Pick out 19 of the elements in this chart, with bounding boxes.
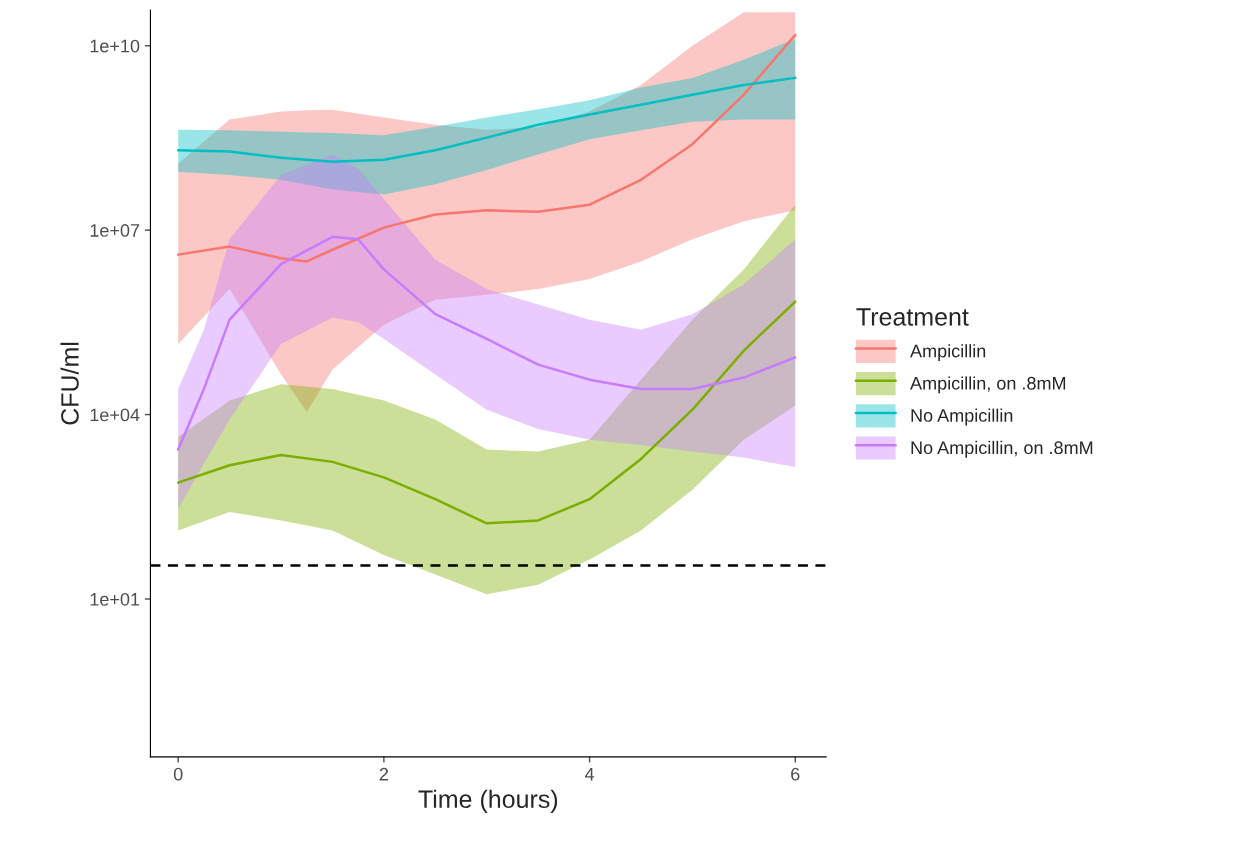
line-series xyxy=(176,76,797,163)
legend-title: Treatment xyxy=(856,308,969,326)
legend-label: Ampicillin, on .8mM xyxy=(910,376,1066,394)
y-tick-label: 1e+07 xyxy=(90,224,140,237)
x-axis-title: Time (hours) xyxy=(418,789,558,813)
legend-label: No Ampicillin xyxy=(911,408,1013,426)
y-tick-label: 1e+01 xyxy=(90,592,140,606)
y-tick-label: 1e+10 xyxy=(90,39,140,53)
legend-label: No Ampicillin, on .8mM xyxy=(911,440,1093,458)
y-axis-title: CFU/ml xyxy=(60,342,79,425)
x-tick-label: 6 xyxy=(791,767,800,781)
legend-label: Ampicillin xyxy=(910,344,986,361)
y-tick-label: 1e+04 xyxy=(90,408,140,422)
x-tick-label: 4 xyxy=(584,767,595,781)
x-tick-label: 2 xyxy=(379,767,388,781)
x-tick-label: 0 xyxy=(173,767,183,781)
line-series xyxy=(176,300,797,525)
line-series xyxy=(176,235,797,451)
line-series xyxy=(176,33,797,263)
